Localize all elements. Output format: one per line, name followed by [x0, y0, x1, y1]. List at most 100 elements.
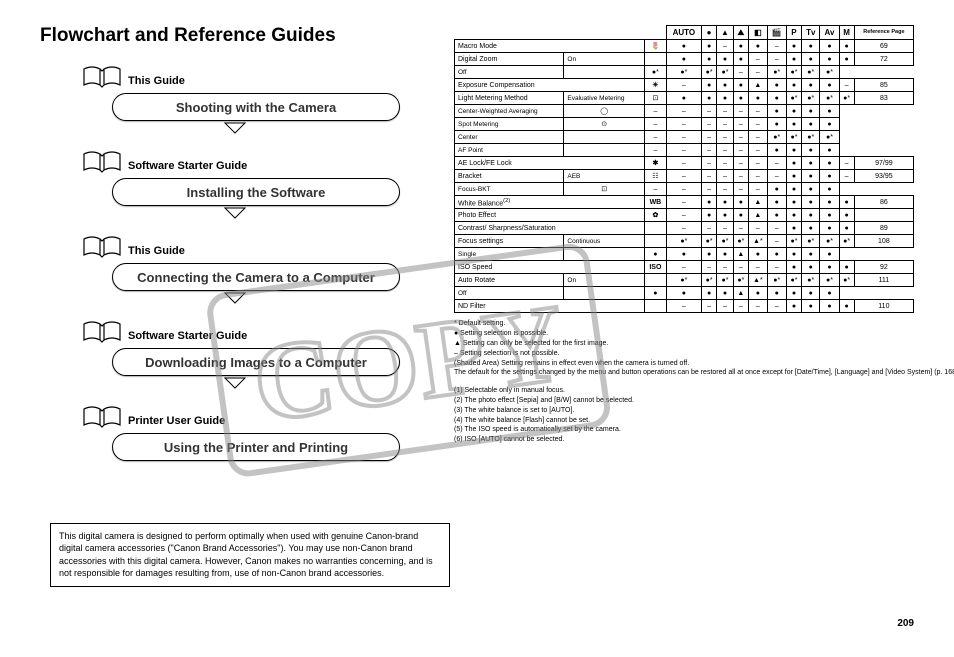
mode-header: ▲ [717, 26, 734, 40]
guide-label: Software Starter Guide [128, 160, 247, 174]
table-cell: – [701, 170, 716, 183]
table-icon-cell [645, 274, 667, 287]
guide-label: Printer User Guide [128, 415, 225, 429]
book-icon [82, 405, 122, 429]
ref-header: Reference Page [854, 26, 913, 40]
table-cell: – [666, 222, 701, 235]
table-cell: ● [820, 118, 839, 131]
table-cell: ● [820, 300, 839, 313]
table-cell: ● [786, 209, 801, 222]
table-cell: ● [733, 92, 748, 105]
table-cell: – [666, 157, 701, 170]
table-cell: ● [645, 248, 667, 261]
table-cell: – [767, 235, 786, 248]
table-cell: ●* [786, 66, 801, 79]
table-cell: ●* [717, 274, 734, 287]
table-cell: ● [839, 209, 854, 222]
table-ref: 86 [854, 196, 913, 209]
arrow-icon [220, 376, 250, 395]
table-row-label: Light Metering Method [455, 92, 564, 105]
table-icon-cell: ⊡ [564, 183, 645, 196]
table-cell: ●* [717, 66, 734, 79]
table-icon-cell [564, 131, 645, 144]
table-cell: ● [820, 248, 839, 261]
table-cell: ● [820, 79, 839, 92]
table-cell: ●* [786, 274, 801, 287]
table-icon-cell: ✱ [645, 157, 667, 170]
table-cell: ● [717, 196, 734, 209]
table-cell: ▲ [749, 196, 768, 209]
table-cell: – [717, 261, 734, 274]
table-icon-cell: WB [645, 196, 667, 209]
table-sub-label: On [564, 53, 645, 66]
disclaimer-box: This digital camera is designed to perfo… [50, 523, 450, 587]
table-cell: ● [786, 261, 801, 274]
table-cell: – [839, 79, 854, 92]
table-cell: – [749, 222, 768, 235]
table-cell: – [733, 144, 748, 157]
table-cell: – [839, 157, 854, 170]
table-cell: – [701, 300, 716, 313]
table-cell: – [701, 183, 716, 196]
table-cell: ●* [701, 274, 716, 287]
legend-item: – Setting selection is not possible. [454, 349, 914, 359]
mode-header: P [786, 26, 801, 40]
page-number: 209 [897, 618, 914, 629]
table-cell: ●* [645, 66, 667, 79]
table-cell: – [717, 300, 734, 313]
table-cell: ● [839, 300, 854, 313]
table-cell: ● [802, 144, 820, 157]
table-cell: ● [802, 53, 820, 66]
table-cell: ● [767, 105, 786, 118]
table-cell: – [767, 300, 786, 313]
table-row-label: ND Filter [455, 300, 645, 313]
table-sub-label: Off [455, 66, 564, 79]
table-cell: – [666, 131, 701, 144]
flowchart-item: This Guide Shooting with the Camera [40, 65, 400, 140]
table-cell: – [645, 118, 667, 131]
table-ref: 69 [854, 40, 913, 53]
table-cell: ● [666, 53, 701, 66]
mode-header: ● [701, 26, 716, 40]
table-cell: ● [786, 183, 801, 196]
arrow-icon [220, 206, 250, 225]
reference-table-wrap: AUTO●▲⛰◧🎬PTvAvMReference PageMacro Mode🌷… [454, 25, 914, 445]
table-cell: – [701, 222, 716, 235]
table-cell: ▲ [749, 209, 768, 222]
table-cell: ● [645, 287, 667, 300]
legend-item: (Shaded Area) Setting remains in effect … [454, 359, 914, 369]
step-pill: Downloading Images to a Computer [112, 348, 400, 376]
table-ref: 92 [854, 261, 913, 274]
table-cell: – [733, 300, 748, 313]
book-icon [82, 235, 122, 259]
table-cell: ●* [733, 274, 748, 287]
table-cell: – [666, 118, 701, 131]
table-cell: ● [802, 209, 820, 222]
table-cell: ● [717, 248, 734, 261]
table-cell: – [733, 222, 748, 235]
table-cell: ● [802, 183, 820, 196]
table-cell: ● [802, 261, 820, 274]
flowchart-item: This Guide Connecting the Camera to a Co… [40, 235, 400, 310]
table-ref: 97/99 [854, 157, 913, 170]
table-sub-label: Single [455, 248, 564, 261]
table-cell: ● [666, 248, 701, 261]
table-cell: – [749, 53, 768, 66]
legend-item: * Default setting. [454, 319, 914, 329]
table-row-label: Contrast/ Sharpness/Saturation [455, 222, 645, 235]
table-row-label: Focus settings [455, 235, 564, 248]
table-cell: ● [701, 287, 716, 300]
table-cell: ●* [666, 274, 701, 287]
table-cell: – [645, 183, 667, 196]
table-cell: ●* [820, 274, 839, 287]
table-cell: ▲ [749, 79, 768, 92]
table-cell: – [767, 53, 786, 66]
step-pill: Shooting with the Camera [112, 93, 400, 121]
book-icon [82, 65, 122, 89]
table-cell: – [767, 157, 786, 170]
table-cell: ▲* [749, 274, 768, 287]
table-ref: 111 [854, 274, 913, 287]
table-cell: ●* [786, 92, 801, 105]
table-cell: ● [802, 170, 820, 183]
table-cell: ● [786, 144, 801, 157]
